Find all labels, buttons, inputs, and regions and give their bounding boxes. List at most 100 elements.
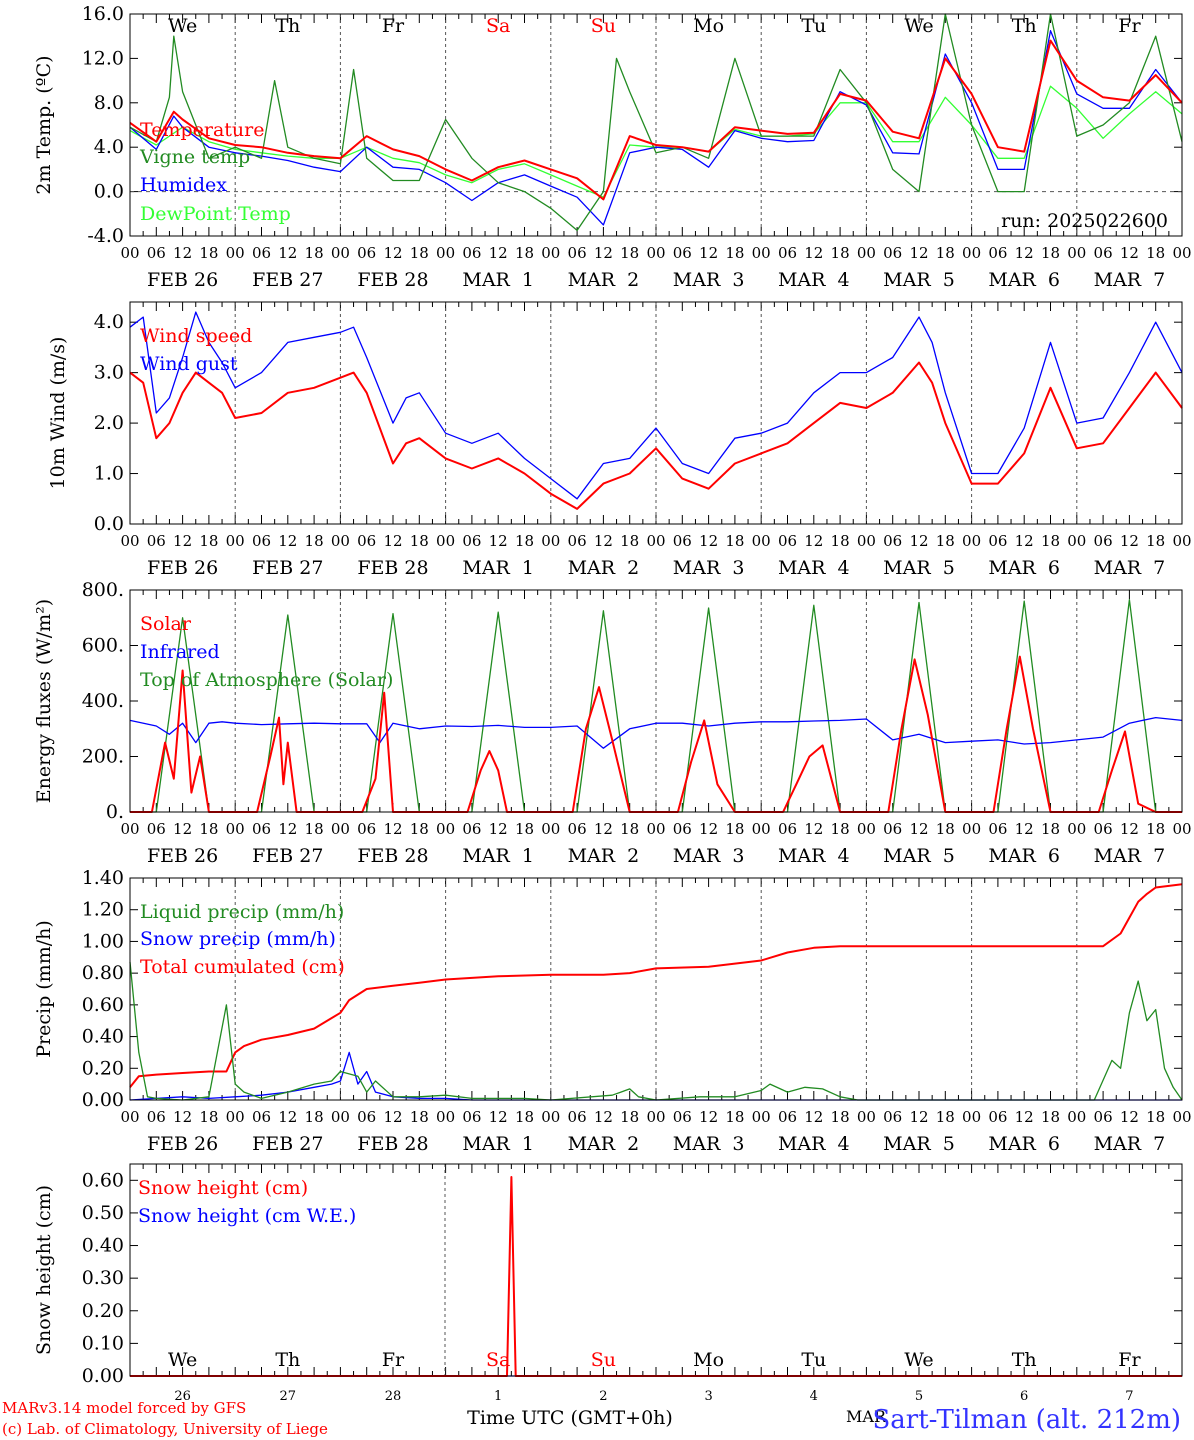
hour-tick-label: 06 (568, 820, 587, 838)
hour-tick-label: 18 (831, 820, 850, 838)
footer: MARv3.14 model forced by GFS (c) Lab. of… (2, 1399, 1181, 1438)
legend-entry: Snow precip (mm/h) (140, 928, 336, 950)
legend-entry: Snow height (cm) (138, 1177, 308, 1199)
hour-tick-label: 12 (1120, 1108, 1139, 1126)
hour-tick-label: 18 (936, 532, 955, 550)
series-line-blue (129, 30, 1183, 226)
hour-tick-label: 12 (1015, 532, 1034, 550)
hour-tick-label: 00 (646, 1108, 665, 1126)
hour-tick-label: 12 (699, 532, 718, 550)
date-label: MAR 6 (988, 557, 1060, 579)
hour-tick-label: 18 (515, 244, 534, 262)
date-label: MAR 1 (462, 269, 534, 291)
series-line-red (129, 361, 1183, 510)
date-label: MAR 4 (778, 1133, 850, 1155)
hour-tick-label: 18 (515, 532, 534, 550)
hour-tick-label: 18 (725, 532, 744, 550)
legend-entry: Vigne temp (139, 146, 250, 168)
panel-4: 1.40 1.20 1.00 0.80 0.60 0.40 0.20 0.00 Precip (… (33, 867, 1192, 1155)
y-tick-label: 12.0 (82, 47, 124, 69)
hour-tick-label: 06 (988, 1108, 1007, 1126)
hour-tick-label: 12 (489, 244, 508, 262)
hour-tick-label: 18 (199, 532, 218, 550)
date-label: FEB 27 (252, 1133, 323, 1155)
date-label: MAR 7 (1094, 1133, 1166, 1155)
legend-entry: Wind speed (140, 325, 252, 347)
day-number: 1 (494, 1389, 502, 1404)
date-label: MAR 2 (568, 269, 640, 291)
hour-tick-label: 00 (752, 244, 771, 262)
hour-tick-label: 18 (515, 1108, 534, 1126)
hour-tick-label: 06 (778, 532, 797, 550)
y-tick-label: 0.00 (82, 1089, 124, 1111)
station-label: Sart-Tilman (alt. 212m) (872, 1405, 1181, 1435)
hour-tick-label: 18 (199, 820, 218, 838)
hour-tick-label: 18 (1146, 1108, 1165, 1126)
hour-tick-label: 12 (594, 244, 613, 262)
weekday-label: Th (275, 1349, 300, 1371)
hour-tick-label: 18 (410, 1108, 429, 1126)
y-tick-label: 1.20 (82, 899, 124, 921)
y-tick-label: 4.0 (94, 136, 124, 158)
hour-tick-label: 06 (357, 244, 376, 262)
hour-tick-label: 00 (646, 820, 665, 838)
date-label: MAR 3 (673, 1133, 745, 1155)
hour-tick-label: 12 (278, 244, 297, 262)
run-label: run: 2025022600 (1001, 210, 1168, 232)
hour-tick-label: 18 (515, 820, 534, 838)
y-tick-label: 0.60 (82, 994, 124, 1016)
hour-tick-label: 00 (436, 244, 455, 262)
day-number: 3 (704, 1389, 712, 1404)
hour-tick-label: 00 (1172, 244, 1191, 262)
hour-tick-label: 12 (278, 532, 297, 550)
hour-tick-label: 06 (462, 1108, 481, 1126)
hour-tick-label: 06 (147, 532, 166, 550)
hour-tick-label: 00 (962, 1108, 981, 1126)
hour-tick-label: 18 (305, 244, 324, 262)
day-number: 4 (810, 1389, 818, 1404)
hour-tick-label: 00 (541, 1108, 560, 1126)
series-line-green (129, 13, 1183, 232)
y-axis-label: Energy fluxes (W/m²) (33, 599, 55, 803)
hour-tick-label: 00 (436, 820, 455, 838)
hour-tick-label: 06 (357, 1108, 376, 1126)
hour-tick-label: 06 (147, 244, 166, 262)
hour-tick-label: 00 (1067, 1108, 1086, 1126)
hour-tick-label: 00 (857, 532, 876, 550)
hour-tick-label: 00 (226, 532, 245, 550)
hour-tick-label: 06 (673, 532, 692, 550)
y-tick-label: -4.0 (87, 225, 124, 247)
date-label: MAR 1 (462, 1133, 534, 1155)
date-label: MAR 4 (778, 269, 850, 291)
y-tick-label: 2.0 (94, 412, 124, 434)
hour-tick-label: 00 (962, 244, 981, 262)
date-label: MAR 2 (568, 557, 640, 579)
date-label: MAR 1 (462, 845, 534, 867)
hour-tick-label: 06 (1094, 532, 1113, 550)
hour-tick-label: 00 (436, 1108, 455, 1126)
weekday-label: Fr (382, 1349, 405, 1371)
panel-5: 0.60 0.50 0.40 0.30 0.20 0.10 0.00 Snow height … (33, 1163, 1183, 1404)
y-tick-label: 0.60 (82, 1169, 124, 1191)
date-label: MAR 1 (462, 557, 534, 579)
hour-tick-label: 06 (252, 1108, 271, 1126)
y-tick-label: 0. (106, 801, 124, 823)
hour-tick-label: 00 (226, 820, 245, 838)
weekday-label: We (168, 1349, 197, 1371)
hour-tick-label: 06 (883, 1108, 902, 1126)
y-tick-label: 0.50 (82, 1202, 124, 1224)
weekday-label: We (904, 15, 933, 37)
weekday-label: Tu (801, 1349, 826, 1371)
hour-tick-label: 18 (831, 1108, 850, 1126)
date-label: MAR 5 (883, 845, 955, 867)
hour-tick-label: 18 (1041, 1108, 1060, 1126)
hour-tick-label: 06 (252, 244, 271, 262)
date-label: MAR 6 (988, 1133, 1060, 1155)
panel-1: 16.0 12.0 8.0 4.0 0.0 -4.0 2m Temp. (ºC) Temper… (33, 3, 1192, 291)
hour-tick-label: 06 (988, 820, 1007, 838)
hour-tick-label: 00 (646, 532, 665, 550)
hour-tick-label: 06 (673, 244, 692, 262)
y-axis-label: 10m Wind (m/s) (47, 337, 69, 490)
date-label: MAR 7 (1094, 269, 1166, 291)
